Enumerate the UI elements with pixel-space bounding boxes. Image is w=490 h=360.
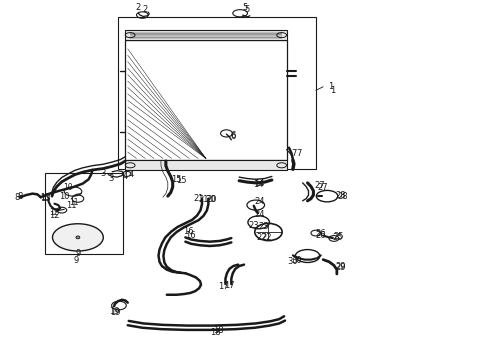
Text: 26: 26: [316, 231, 326, 240]
Text: 26: 26: [316, 229, 326, 238]
Text: 15: 15: [172, 175, 182, 184]
Text: 4: 4: [122, 172, 128, 181]
Text: 25: 25: [334, 232, 344, 241]
Text: 19: 19: [109, 307, 119, 316]
Text: 7: 7: [296, 149, 301, 158]
Text: 11: 11: [69, 198, 79, 207]
Text: 25: 25: [333, 233, 343, 242]
Text: 17: 17: [218, 282, 228, 291]
Text: 28: 28: [335, 190, 345, 199]
Text: 18: 18: [213, 326, 223, 335]
Text: 24: 24: [254, 197, 265, 206]
Text: 23: 23: [248, 221, 259, 230]
Text: 27: 27: [318, 183, 328, 192]
Bar: [125, 30, 287, 40]
Text: 6: 6: [231, 131, 236, 140]
Text: 15: 15: [176, 176, 187, 185]
Text: 8: 8: [18, 192, 23, 201]
Text: 5: 5: [245, 5, 250, 14]
Text: 10: 10: [63, 183, 73, 192]
Text: 3: 3: [108, 174, 113, 183]
Text: 29: 29: [335, 264, 345, 273]
Text: 18: 18: [210, 328, 221, 337]
Text: 29: 29: [336, 262, 346, 271]
Text: 19: 19: [110, 308, 121, 317]
Text: 30: 30: [291, 256, 302, 265]
Text: 13: 13: [40, 194, 51, 203]
Bar: [45, 173, 123, 253]
Text: 7: 7: [291, 149, 296, 158]
Text: 20: 20: [206, 195, 217, 204]
Text: 5: 5: [243, 3, 247, 12]
Text: 3: 3: [100, 169, 106, 178]
Text: 1: 1: [328, 82, 333, 91]
Text: 12: 12: [49, 211, 60, 220]
Ellipse shape: [76, 236, 80, 239]
Ellipse shape: [52, 224, 103, 251]
Text: 14: 14: [254, 179, 265, 188]
Text: 8: 8: [14, 193, 20, 202]
Text: 11: 11: [66, 201, 77, 210]
Text: 9: 9: [75, 249, 80, 258]
Text: 22: 22: [262, 233, 272, 242]
Text: 10: 10: [59, 192, 70, 201]
Text: 21: 21: [198, 195, 209, 204]
Text: 24: 24: [254, 210, 265, 219]
Text: 2: 2: [142, 5, 147, 14]
Text: 2: 2: [136, 3, 141, 12]
Text: 22: 22: [257, 233, 268, 242]
Bar: [125, 40, 287, 160]
Text: 12: 12: [49, 208, 58, 217]
Text: 13: 13: [40, 193, 49, 202]
Text: 16: 16: [183, 228, 194, 237]
Bar: [125, 160, 287, 170]
Text: 9: 9: [74, 256, 79, 265]
Text: 20: 20: [205, 195, 216, 204]
Text: 23: 23: [258, 222, 269, 231]
Text: 28: 28: [338, 192, 348, 201]
Text: 14: 14: [253, 180, 264, 189]
Text: 16: 16: [185, 231, 196, 240]
Text: 30: 30: [288, 257, 298, 266]
Text: 1: 1: [330, 86, 336, 95]
Bar: [118, 17, 316, 169]
Text: 21: 21: [194, 194, 204, 203]
Text: 17: 17: [224, 281, 235, 290]
Text: 4: 4: [129, 170, 134, 179]
Text: 27: 27: [314, 181, 324, 190]
Text: 6: 6: [230, 132, 236, 141]
